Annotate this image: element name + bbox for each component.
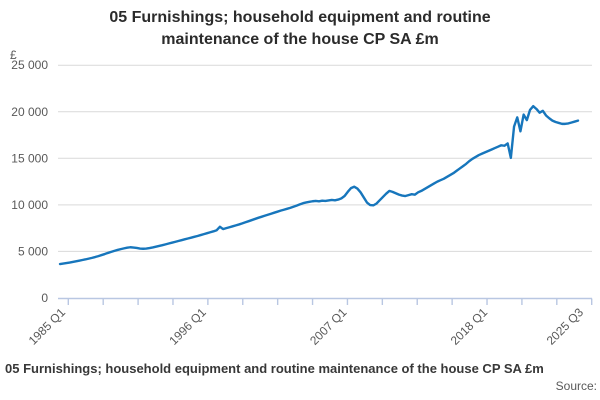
x-axis-labels: 1985 Q1 1996 Q1 2007 Q1 2018 Q1 2025 Q3: [26, 305, 587, 348]
x-tick-label: 2007 Q1: [307, 305, 350, 348]
data-line: [58, 104, 580, 266]
y-tick-label: 25 000: [11, 58, 48, 72]
x-axis-ticks: [67, 298, 593, 305]
x-tick-label: 2018 Q1: [448, 305, 491, 348]
chart-title-line1: 05 Furnishings; household equipment and …: [109, 9, 491, 26]
x-tick-label: 2025 Q3: [544, 305, 587, 348]
data-line-series: [58, 104, 580, 266]
chart-title-line2: maintenance of the house CP SA £m: [161, 31, 439, 49]
y-axis-labels: 25 000 20 000 15 000 10 000 5 000 0: [11, 58, 48, 305]
source-label: Source:: [555, 379, 597, 393]
footer-caption: 05 Furnishings; household equipment and …: [5, 361, 544, 376]
y-tick-label: 15 000: [11, 151, 48, 165]
chart-plot-area: £ 25 000 20 000 15 000 10 000 5 000 0 19…: [10, 48, 593, 348]
y-tick-label: 0: [41, 291, 48, 305]
y-tick-label: 10 000: [11, 198, 48, 212]
y-tick-label: 20 000: [11, 105, 48, 119]
gridlines: [58, 64, 592, 252]
chart-title: 05 Furnishings; household equipment and …: [0, 7, 600, 52]
y-axis-unit-label: £: [10, 48, 17, 62]
x-tick-label: 1996 Q1: [166, 305, 209, 348]
y-tick-label: 5 000: [18, 244, 48, 258]
x-tick-label: 1985 Q1: [26, 305, 69, 348]
